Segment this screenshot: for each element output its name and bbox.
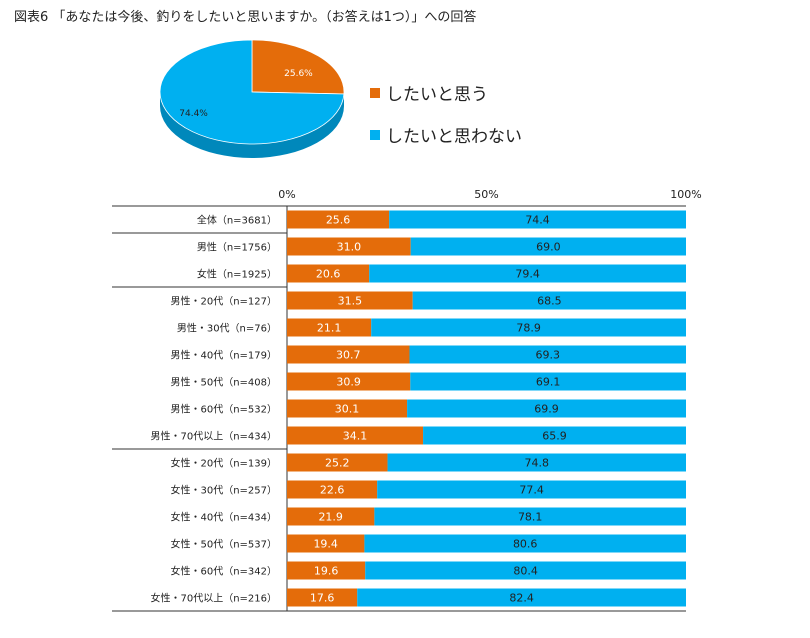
pie-label-1: 74.4%: [179, 109, 208, 119]
data-label-not-want: 69.1: [536, 376, 561, 389]
bar-want: [287, 237, 411, 256]
data-label-want: 21.9: [318, 511, 343, 524]
bar-want: [287, 426, 424, 445]
category-label: 男性・40代（n=179）: [170, 349, 277, 362]
category-label: 女性・20代（n=139）: [170, 457, 277, 470]
data-label-want: 34.1: [343, 430, 368, 443]
bar-not-want: [412, 291, 686, 310]
data-label-want: 31.5: [338, 295, 363, 308]
bar-want: [287, 372, 411, 391]
data-label-want: 25.2: [325, 457, 350, 470]
data-label-want: 19.6: [314, 565, 339, 578]
data-label-not-want: 79.4: [515, 268, 540, 281]
category-label: 女性・70代以上（n=216）: [150, 592, 277, 605]
data-label-not-want: 82.4: [509, 592, 534, 605]
data-label-want: 21.1: [317, 322, 342, 335]
bar-want: [287, 291, 413, 310]
data-label-not-want: 80.6: [513, 538, 538, 551]
category-label: 男性・50代（n=408）: [170, 376, 277, 389]
pie-slice-1: [159, 39, 345, 145]
category-label: 女性・60代（n=342）: [170, 565, 277, 578]
category-label: 女性（n=1925）: [197, 268, 277, 281]
data-label-not-want: 78.1: [518, 511, 543, 524]
category-label: 男性・20代（n=127）: [170, 295, 277, 308]
data-label-want: 19.4: [313, 538, 338, 551]
category-label: 男性・30代（n=76）: [177, 322, 277, 335]
bar-want: [287, 588, 358, 607]
data-label-not-want: 78.9: [516, 322, 541, 335]
stacked-bar-chart: 0% 50% 100% 全体（n=3681） 25.6 74.4 男性（n=1756） 31.…: [112, 188, 702, 612]
bar-want: [287, 534, 365, 553]
bar-not-want: [410, 237, 686, 256]
bar-not-want: [365, 561, 686, 580]
pie-label-0: 25.6%: [284, 69, 313, 79]
legend-label-not-want: したいと思わない: [386, 127, 522, 147]
data-label-want: 30.7: [336, 349, 361, 362]
data-label-want: 30.1: [335, 403, 360, 416]
bar-want: [287, 318, 372, 337]
data-label-want: 17.6: [310, 592, 335, 605]
bar-not-want: [369, 264, 686, 283]
bar-not-want: [423, 426, 686, 445]
data-label-not-want: 80.4: [513, 565, 538, 578]
legend-swatch-not-want: [370, 129, 380, 140]
pie-chart: 25.6% 74.4%: [159, 39, 345, 158]
bar-not-want: [374, 507, 686, 526]
data-label-not-want: 74.4: [525, 214, 550, 227]
bar-want: [287, 210, 390, 229]
data-label-not-want: 69.9: [534, 403, 559, 416]
data-label-want: 20.6: [316, 268, 341, 281]
bar-not-want: [357, 588, 686, 607]
data-label-not-want: 74.8: [525, 457, 550, 470]
bar-want: [287, 453, 388, 472]
category-label: 男性（n=1756）: [197, 241, 277, 254]
bar-not-want: [407, 399, 686, 418]
bar-not-want: [387, 453, 686, 472]
bar-want: [287, 561, 366, 580]
bar-not-want: [389, 210, 686, 229]
bar-not-want: [371, 318, 686, 337]
bar-not-want: [410, 372, 686, 391]
category-label: 男性・60代（n=532）: [170, 403, 277, 416]
bar-not-want: [377, 480, 686, 499]
bar-want: [287, 264, 370, 283]
legend-item-not-want: したいと思わない: [370, 122, 522, 147]
category-label: 全体（n=3681）: [197, 214, 277, 227]
figure-title: 図表6 「あなたは今後、釣りをしたいと思いますか。（お答えは1つ）」への回答: [14, 10, 477, 25]
bar-not-want: [409, 345, 686, 364]
bar-want: [287, 399, 408, 418]
category-label: 女性・30代（n=257）: [170, 484, 277, 497]
legend-label-want: したいと思う: [386, 85, 488, 105]
data-label-not-want: 77.4: [519, 484, 544, 497]
data-label-want: 22.6: [320, 484, 345, 497]
bar-want: [287, 345, 410, 364]
bar-want: [287, 480, 378, 499]
data-label-want: 25.6: [326, 214, 351, 227]
data-label-not-want: 65.9: [542, 430, 567, 443]
legend-swatch-want: [370, 87, 380, 98]
pie-side: [160, 92, 344, 158]
x-tick-label: 0%: [278, 188, 295, 201]
category-label: 男性・70代以上（n=434）: [150, 430, 277, 443]
data-label-not-want: 69.3: [535, 349, 560, 362]
data-label-not-want: 68.5: [537, 295, 562, 308]
bar-not-want: [364, 534, 686, 553]
category-label: 女性・40代（n=434）: [170, 511, 277, 524]
bar-want: [287, 507, 375, 526]
category-label: 女性・50代（n=537）: [170, 538, 277, 551]
pie-slice-0: [251, 39, 345, 95]
x-tick-label: 50%: [474, 188, 498, 201]
data-label-not-want: 69.0: [536, 241, 561, 254]
x-tick-label: 100%: [670, 188, 701, 201]
data-label-want: 31.0: [337, 241, 362, 254]
data-label-want: 30.9: [336, 376, 361, 389]
legend-item-want: したいと思う: [370, 80, 488, 105]
